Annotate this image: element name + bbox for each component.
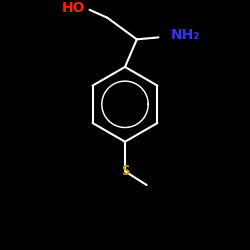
Text: NH₂: NH₂ bbox=[170, 28, 200, 42]
Text: HO: HO bbox=[62, 1, 86, 15]
Text: S: S bbox=[121, 164, 129, 178]
